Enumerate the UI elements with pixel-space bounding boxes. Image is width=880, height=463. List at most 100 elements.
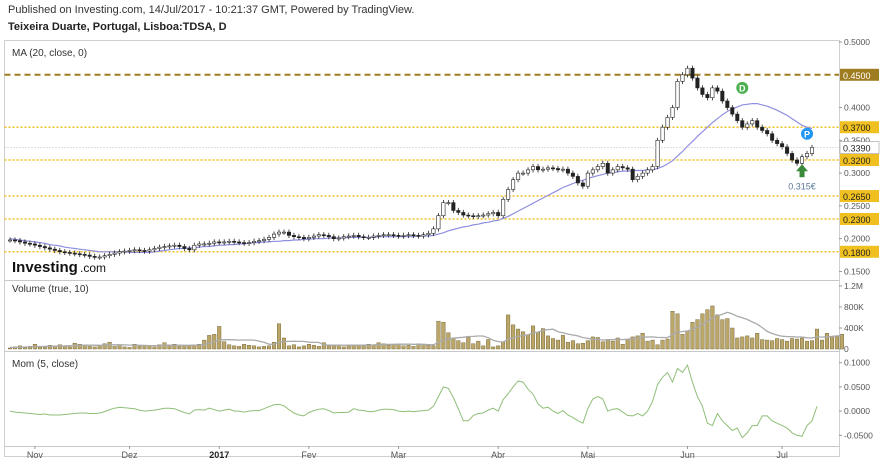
candle: [371, 233, 376, 240]
volume-bar: [800, 337, 805, 350]
volume-bar: [640, 333, 645, 350]
candle-body: [117, 251, 122, 254]
volume-bar: [401, 345, 406, 350]
volume-bar: [545, 335, 550, 350]
volume-bar: [411, 346, 416, 350]
candle: [137, 247, 142, 254]
candle-body: [132, 249, 137, 252]
candle-body: [366, 237, 371, 239]
candle-body: [296, 236, 301, 238]
candle: [361, 234, 366, 240]
candle: [411, 232, 416, 239]
volume-bar: [531, 325, 536, 350]
candle-body: [112, 252, 117, 255]
candle: [745, 121, 750, 130]
candle: [252, 238, 257, 246]
candle: [426, 230, 431, 238]
volume-tick-label: 400K: [844, 323, 864, 333]
x-tick-label: 2017: [209, 450, 229, 460]
candle: [127, 247, 132, 254]
candle: [386, 232, 391, 238]
volume-bar: [496, 345, 501, 350]
candle: [32, 241, 37, 248]
investing-watermark: Investing .com: [12, 259, 106, 276]
volume-bar: [805, 340, 810, 350]
volume-bar: [321, 342, 326, 350]
volume-bar: [790, 338, 795, 350]
candle: [291, 232, 296, 240]
candle: [526, 167, 531, 176]
candle-body: [32, 243, 37, 246]
candle-body: [391, 234, 396, 237]
volume-bar: [406, 345, 411, 350]
candle-body: [496, 212, 501, 217]
candle: [316, 232, 321, 239]
volume-bar: [595, 337, 600, 350]
candle: [565, 166, 570, 176]
candle-body: [451, 202, 456, 211]
candle: [575, 173, 580, 186]
candle: [655, 137, 660, 170]
candle-body: [197, 243, 202, 246]
candle: [446, 199, 451, 206]
candle: [356, 232, 361, 240]
volume-bar: [127, 347, 132, 350]
candle-body: [27, 242, 32, 245]
momentum-panel-label: Mom (5, close): [12, 359, 78, 370]
candle-body: [436, 215, 441, 230]
candle: [600, 160, 605, 170]
candle-body: [441, 202, 446, 217]
volume-bar: [824, 333, 829, 350]
volume-bar: [755, 333, 760, 350]
candle-body: [72, 252, 77, 255]
watermark-brand: Investing: [12, 259, 78, 276]
volume-bar: [237, 346, 242, 350]
candle-body: [775, 140, 780, 144]
candle: [122, 248, 127, 255]
signal-label-p: P: [804, 129, 810, 139]
volume-bar: [600, 341, 605, 350]
volume-bar: [426, 345, 431, 350]
volume-bar: [725, 318, 730, 350]
candle: [541, 166, 546, 173]
volume-bar: [456, 340, 461, 350]
volume-bar: [361, 345, 366, 350]
candle: [391, 232, 396, 239]
candle-body: [306, 237, 311, 239]
candle-body: [745, 123, 750, 128]
candle: [690, 65, 695, 81]
volume-bar: [276, 323, 281, 350]
candle: [326, 232, 331, 240]
candle: [605, 160, 610, 176]
x-tick-label: Jun: [680, 450, 695, 460]
volume-bar: [770, 340, 775, 350]
candle: [67, 249, 72, 256]
candle: [695, 75, 700, 91]
volume-bar: [466, 337, 471, 350]
candle: [560, 166, 565, 173]
candle: [286, 229, 291, 239]
candle-body: [12, 239, 17, 242]
candle-body: [461, 212, 466, 216]
candle: [780, 140, 785, 150]
candle: [112, 250, 117, 258]
volume-bar: [715, 314, 720, 350]
candle: [615, 163, 620, 173]
signal-marker-d: [736, 81, 749, 94]
candle-body: [471, 215, 476, 218]
volume-bar: [655, 344, 660, 350]
candle: [511, 177, 516, 193]
candle: [496, 209, 501, 219]
volume-bar: [187, 345, 192, 350]
volume-bar: [167, 345, 172, 350]
volume-bar: [267, 345, 272, 350]
candle-body: [770, 133, 775, 141]
volume-bar: [57, 344, 62, 350]
candle: [625, 165, 630, 172]
candle: [296, 234, 301, 240]
volume-bar: [87, 346, 92, 350]
candle: [8, 237, 13, 243]
candle-body: [47, 247, 52, 250]
candle: [491, 209, 496, 217]
candle-body: [416, 235, 421, 237]
